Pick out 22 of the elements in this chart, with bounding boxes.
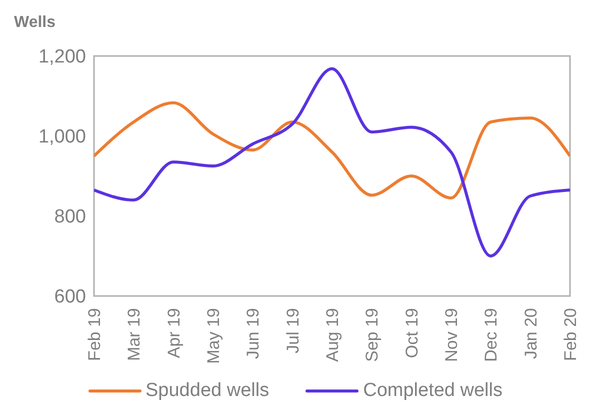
x-tick-label: Oct 19: [402, 308, 422, 358]
y-axis-title: Wells: [14, 14, 56, 32]
x-tick-label: Jan 20: [521, 308, 540, 360]
x-tick-label: Jun 19: [244, 308, 263, 360]
x-tick-label: Sep 19: [362, 308, 382, 362]
y-tick-label: 800: [54, 206, 86, 228]
y-tick-label: 1,200: [38, 46, 86, 68]
y-tick-label: 1,000: [38, 126, 86, 148]
x-tick-label: Feb 19: [85, 308, 104, 361]
x-tick-label: Feb 20: [561, 308, 580, 361]
x-tick-label: Apr 19: [164, 308, 184, 358]
y-tick-label: 600: [54, 286, 86, 308]
line-series: [94, 67, 570, 258]
x-tick-label: Dec 19: [482, 308, 501, 362]
x-tick-label: Mar 19: [124, 308, 144, 361]
line-series: [94, 101, 570, 200]
x-tick-label: Jul 19: [283, 308, 302, 354]
legend-label: Spudded wells: [146, 380, 270, 402]
legend-label: Completed wells: [363, 380, 502, 402]
x-tick-label: Aug 19: [323, 308, 342, 362]
x-tick-label: Nov 19: [442, 308, 462, 362]
x-tick-label: May 19: [204, 308, 224, 364]
